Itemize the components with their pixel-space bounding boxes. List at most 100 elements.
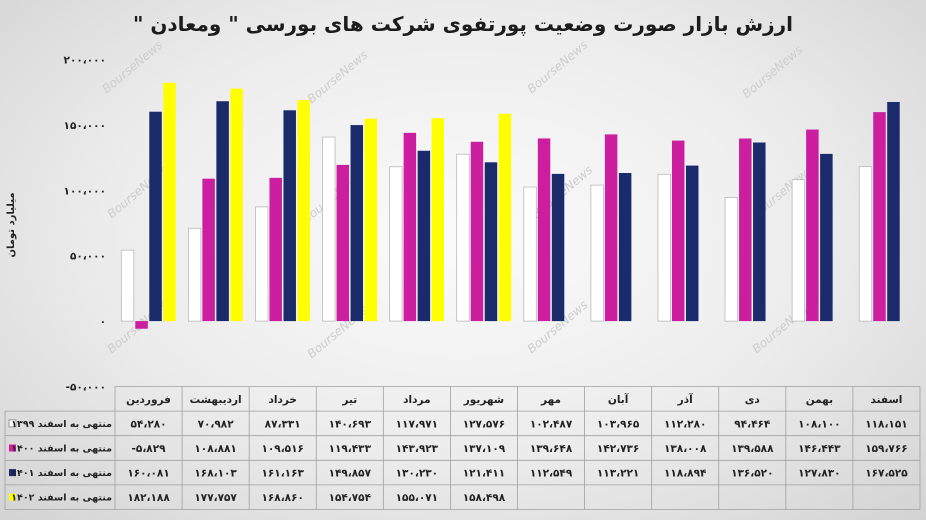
watermark-text: BourseNews: [100, 38, 166, 96]
x-category-label: آذر: [677, 393, 693, 406]
bar-series-3: [417, 150, 431, 322]
y-tick-label: ۵۰،۰۰۰: [70, 251, 106, 263]
legend-key-series-1: [8, 419, 17, 428]
data-label: ۱۰۲،۴۸۷: [530, 418, 573, 430]
legend-label: منتهی به اسفند ۱۴۰۲: [11, 493, 112, 504]
data-label: ۱۰۸،۱۰۰: [798, 418, 840, 430]
bar-series-2: [470, 141, 484, 322]
bar-series-3: [618, 173, 632, 322]
data-label: ۸۷،۳۳۱: [265, 418, 301, 430]
bar-series-2: [873, 112, 886, 322]
x-category-label: اسفند: [871, 394, 903, 406]
bar-series-1: [322, 136, 336, 322]
bar-series-4: [364, 118, 378, 322]
data-label: ۱۲۷،۸۳۰: [798, 468, 840, 480]
bar-series-1: [456, 153, 470, 322]
legend-label: منتهی به اسفند ۱۴۰۱: [11, 468, 112, 479]
y-tick-label: ۲۰۰،۰۰۰: [64, 55, 106, 67]
legend-label: منتهی به اسفند ۱۳۹۹: [11, 419, 112, 430]
bar-series-3: [484, 162, 498, 322]
data-label: ۵۴،۲۸۰: [131, 418, 167, 430]
data-label: ۱۶۷،۵۲۵: [865, 468, 908, 480]
data-table-legend: منتهی به اسفند ۱۳۹۹ منتهی به اسفند ۱۴۰۰ من…: [8, 419, 112, 504]
bar-series-3: [350, 125, 364, 322]
data-label: ۱۰۹،۵۱۶: [261, 443, 303, 455]
y-tick-label: ۱۵۰،۰۰۰: [64, 120, 106, 132]
x-category-label: مهر: [540, 394, 561, 406]
data-label: ۱۴۶،۴۴۳: [798, 443, 841, 455]
y-axis-title: میلیارد تومان: [6, 192, 17, 257]
data-label: ۱۳۷،۱۰۹: [463, 443, 506, 455]
series-3-bars: [149, 101, 900, 322]
bar-series-2: [537, 138, 551, 322]
chart-title: ارزش بازار صورت وضعیت پورتفوی شرکت های ب…: [132, 12, 794, 36]
data-label: ۱۶۱،۱۶۳: [261, 468, 304, 480]
legend-key-series-3: [9, 469, 16, 477]
data-label: ۱۰۸،۸۸۱: [194, 443, 236, 455]
data-label: ۱۱۹،۴۳۳: [329, 443, 372, 455]
legend-key-series-4: [9, 493, 16, 501]
bar-series-1: [120, 249, 135, 322]
data-label: ۱۰۳،۹۶۵: [597, 418, 640, 430]
data-label: ۱۶۸،۱۰۳: [194, 468, 237, 480]
data-label: ۱۲۷،۵۷۶: [463, 418, 505, 430]
data-label: ۱۳۹،۶۴۸: [530, 443, 573, 455]
bar-series-2: [269, 177, 282, 322]
data-table-cells: ۵۴،۲۸۰ ۷۰،۹۸۲ ۸۷،۳۳۱ ۱۴۰،۶۹۳ ۱۱۷،۹۷۱ ۱۲۷،۵۷۶ ۱…: [127, 418, 908, 504]
data-label: ۱۵۹،۷۶۶: [865, 443, 907, 455]
data-label: ۱۶۸،۸۶۰: [261, 492, 303, 504]
data-label: ۱۱۸،۸۹۴: [664, 468, 707, 480]
data-label: ۱۲۱،۴۱۱: [463, 468, 505, 480]
bar-series-1: [255, 206, 269, 322]
data-label: ۱۴۳،۹۲۳: [396, 443, 439, 455]
x-category-label: فروردین: [126, 394, 171, 406]
legend-key-series-2: [9, 444, 16, 452]
data-label: ۱۱۳،۲۲۱: [597, 468, 639, 480]
data-label: ۱۴۲،۷۳۶: [597, 443, 639, 455]
bar-series-2: [739, 138, 752, 322]
y-tick-label: -۵۰،۰۰۰: [66, 382, 106, 394]
watermark-text: BourseNews: [525, 38, 591, 96]
series-2-bars: [135, 112, 886, 329]
bar-series-2: [604, 134, 618, 322]
data-label: ۱۷۷،۷۵۷: [194, 492, 237, 504]
bar-series-2: [135, 321, 148, 329]
y-tick-label: ۱۰۰،۰۰۰: [64, 185, 106, 197]
bar-series-3: [685, 165, 699, 322]
data-label: ۱۸۲،۱۸۸: [127, 492, 170, 504]
bar-series-2: [806, 129, 819, 322]
bar-series-1: [858, 166, 873, 322]
y-tick-label: ۰: [100, 316, 106, 328]
watermark-text: BourseNews: [740, 43, 806, 101]
x-category-label: اردیبهشت: [190, 394, 242, 406]
x-category-label: تیر: [341, 394, 357, 406]
bar-series-1: [389, 166, 403, 322]
data-label: ۱۱۷،۹۷۱: [396, 418, 438, 430]
bar-series-1: [657, 173, 671, 322]
bar-series-4: [163, 82, 176, 322]
data-label: -۵،۸۲۹: [132, 443, 167, 455]
x-category-label: دی: [745, 394, 761, 406]
bar-series-1: [791, 179, 806, 322]
bar-series-2: [336, 164, 350, 322]
data-label: ۱۶۰،۰۸۱: [127, 468, 169, 480]
data-label: ۱۱۲،۵۴۹: [530, 468, 573, 480]
x-category-label: خرداد: [268, 394, 296, 406]
x-category-label: شهریور: [463, 394, 504, 406]
x-category-label: بهمن: [806, 394, 833, 406]
bar-series-1: [523, 186, 537, 322]
data-label: ۱۵۴،۷۵۴: [329, 492, 372, 504]
data-label: ۱۵۸،۴۹۸: [463, 492, 506, 504]
bar-series-4: [498, 113, 512, 322]
data-label: ۱۴۹،۸۵۷: [329, 468, 372, 480]
data-label: ۱۴۰،۶۹۳: [329, 418, 372, 430]
category-labels: فروردین اردیبهشت خرداد تیر مرداد شهریور مهر آبا…: [126, 393, 902, 406]
bar-series-1: [187, 227, 202, 322]
bar-series-2: [202, 178, 215, 322]
x-category-label: مرداد: [403, 394, 430, 406]
data-label: ۱۳۶،۵۲۰: [731, 468, 773, 480]
bar-series-3: [820, 153, 833, 322]
bar-series-1: [590, 184, 604, 322]
